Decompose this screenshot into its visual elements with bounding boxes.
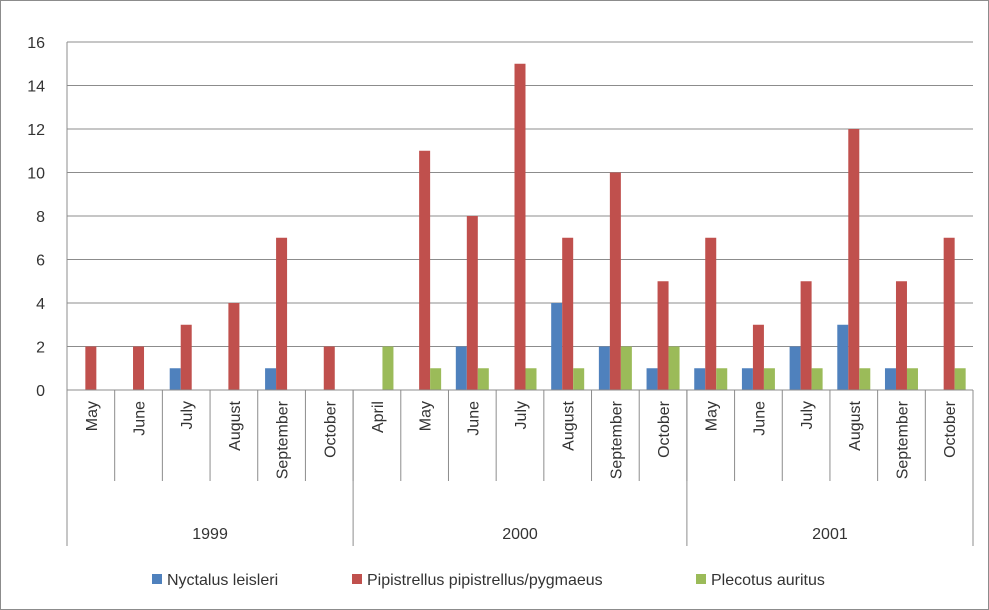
legend-swatch [696,574,706,584]
bar-plecotus-auritus [954,368,966,390]
bar-nyctalus-leisleri [694,368,706,390]
legend-label: Plecotus auritus [711,572,825,589]
bar-nyctalus-leisleri [455,346,467,390]
bar-plecotus-auritus [668,346,680,390]
bar-plecotus-auritus [430,368,442,390]
bar-nyctalus-leisleri [837,324,849,390]
bar-plecotus-auritus [573,368,585,390]
x-tick-label: June [132,401,149,436]
y-tick-label: 4 [36,296,45,313]
bar-pipistrellus-pipistrellus-pygmaeus [895,281,907,390]
bar-nyctalus-leisleri [789,346,801,390]
x-group-label: 1999 [192,526,228,543]
bar-nyctalus-leisleri [265,368,277,390]
bar-pipistrellus-pipistrellus-pygmaeus [133,346,145,390]
y-tick-label: 0 [36,383,45,400]
bar-plecotus-auritus [716,368,728,390]
legend-swatch [152,574,162,584]
bar-nyctalus-leisleri [741,368,753,390]
x-tick-label: July [513,401,530,429]
x-tick-label: August [561,400,578,450]
bar-pipistrellus-pipistrellus-pygmaeus [752,324,764,390]
x-tick-label: May [418,401,435,431]
legend-swatch [352,574,362,584]
bar-pipistrellus-pipistrellus-pygmaeus [85,346,97,390]
bar-plecotus-auritus [382,346,394,390]
bar-pipistrellus-pipistrellus-pygmaeus [657,281,669,390]
x-tick-label: October [656,400,673,458]
bar-plecotus-auritus [525,368,537,390]
x-tick-label: June [751,401,768,436]
y-tick-label: 10 [27,166,45,183]
x-group-label: 2001 [812,526,848,543]
x-tick-label: May [84,401,101,431]
bar-plecotus-auritus [811,368,823,390]
legend-label: Nyctalus leisleri [167,572,278,589]
bar-pipistrellus-pipistrellus-pygmaeus [180,324,192,390]
x-tick-label: October [942,400,959,458]
x-tick-label: May [704,401,721,431]
bar-nyctalus-leisleri [598,346,610,390]
x-tick-label: June [465,401,482,436]
bar-nyctalus-leisleri [551,303,563,390]
bar-pipistrellus-pipistrellus-pygmaeus [800,281,812,390]
bar-pipistrellus-pipistrellus-pygmaeus [276,237,288,390]
x-tick-label: August [847,400,864,450]
bar-nyctalus-leisleri [646,368,658,390]
x-tick-label: July [799,401,816,429]
x-tick-label: August [227,400,244,450]
bar-pipistrellus-pipistrellus-pygmaeus [514,63,526,390]
x-group-label: 2000 [502,526,538,543]
bar-plecotus-auritus [763,368,775,390]
y-tick-label: 16 [27,35,45,52]
y-tick-label: 2 [36,340,45,357]
bar-pipistrellus-pipistrellus-pygmaeus [562,237,574,390]
legend-label: Pipistrellus pipistrellus/pygmaeus [367,572,603,589]
bar-pipistrellus-pipistrellus-pygmaeus [323,346,335,390]
bar-pipistrellus-pipistrellus-pygmaeus [419,150,431,390]
bar-nyctalus-leisleri [884,368,896,390]
x-tick-label: October [322,400,339,458]
bar-plecotus-auritus [906,368,918,390]
bar-pipistrellus-pipistrellus-pygmaeus [943,237,955,390]
bar-plecotus-auritus [859,368,871,390]
x-tick-label: April [370,401,387,433]
bar-plecotus-auritus [620,346,632,390]
x-tick-label: September [894,400,911,479]
bar-pipistrellus-pipistrellus-pygmaeus [228,303,240,390]
y-tick-label: 14 [27,79,45,96]
bar-pipistrellus-pipistrellus-pygmaeus [609,172,621,390]
x-tick-label: September [608,400,625,479]
bar-pipistrellus-pipistrellus-pygmaeus [848,129,860,390]
x-tick-label: July [179,401,196,429]
bar-nyctalus-leisleri [169,368,181,390]
y-tick-label: 6 [36,253,45,270]
bar-pipistrellus-pipistrellus-pygmaeus [466,216,478,390]
bar-pipistrellus-pipistrellus-pygmaeus [705,237,717,390]
y-tick-label: 12 [27,122,45,139]
x-tick-label: September [275,400,292,479]
bar-plecotus-auritus [477,368,489,390]
y-tick-label: 8 [36,209,45,226]
